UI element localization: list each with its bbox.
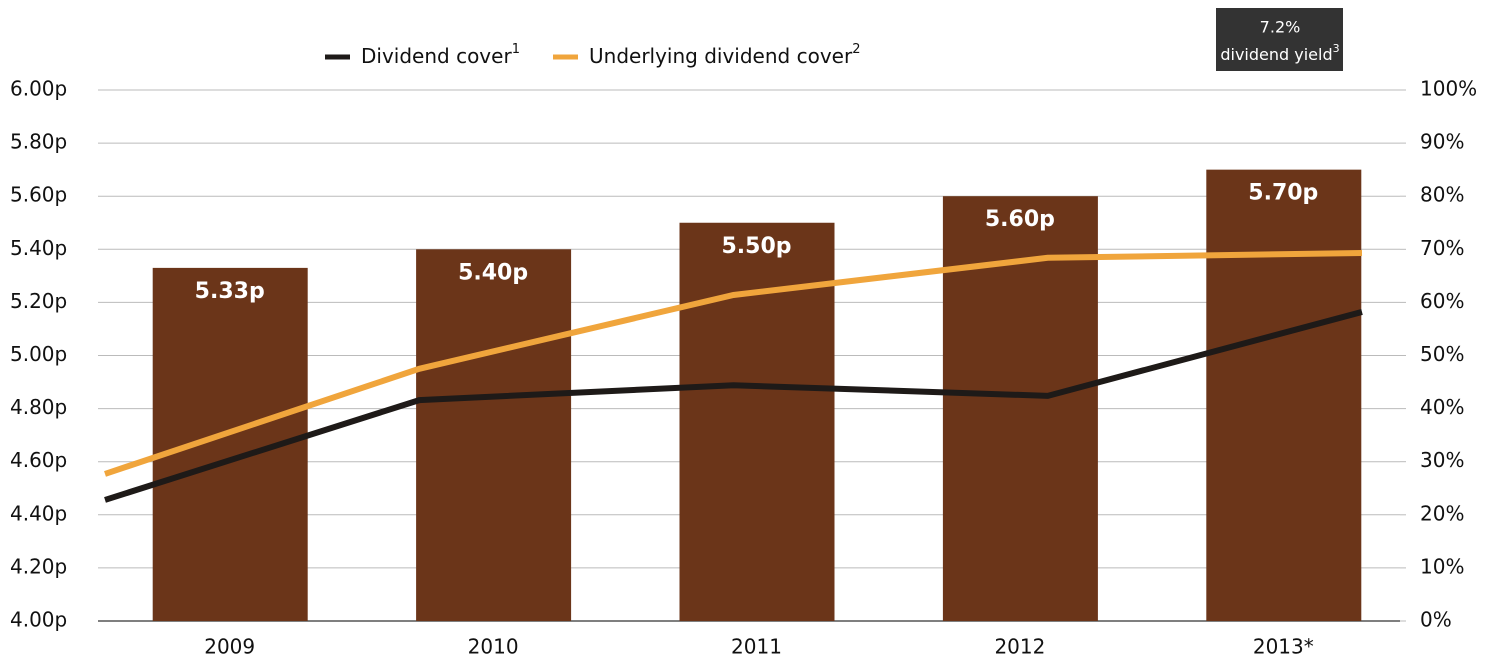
value-label: 5.40p bbox=[458, 260, 528, 285]
y2-tick-label: 10% bbox=[1420, 554, 1464, 578]
y-tick-label: 4.60p bbox=[10, 448, 67, 472]
value-label: 5.60p bbox=[985, 207, 1055, 232]
bar bbox=[416, 249, 572, 622]
y2-tick-label: 0% bbox=[1420, 608, 1452, 632]
legend-label: Underlying dividend cover2 bbox=[589, 42, 860, 68]
annotation-footnote: 3 bbox=[1333, 42, 1340, 55]
y-tick-label: 5.20p bbox=[10, 289, 67, 313]
y2-tick-label: 70% bbox=[1420, 236, 1464, 260]
bar bbox=[1206, 169, 1362, 621]
y-tick-label: 4.00p bbox=[10, 608, 67, 632]
y-tick-label: 5.00p bbox=[10, 342, 67, 366]
value-label: 5.50p bbox=[721, 234, 791, 259]
y-tick-label: 4.80p bbox=[10, 395, 67, 419]
x-tick-label: 2013* bbox=[1253, 635, 1314, 659]
legend-footnote: 2 bbox=[852, 42, 860, 57]
x-tick-label: 2009 bbox=[204, 635, 255, 659]
legend-name: Dividend cover bbox=[361, 44, 512, 68]
x-tick-label: 2010 bbox=[468, 635, 519, 659]
y-tick-label: 5.60p bbox=[10, 183, 67, 207]
y2-tick-label: 20% bbox=[1420, 501, 1464, 525]
annotation-label: dividend yield bbox=[1220, 45, 1332, 64]
value-label: 5.70p bbox=[1248, 181, 1318, 206]
y2-tick-label: 60% bbox=[1420, 289, 1464, 313]
series-line bbox=[104, 309, 1363, 503]
legend-footnote: 1 bbox=[512, 42, 520, 57]
value-label: 5.33p bbox=[195, 279, 265, 304]
y-tick-label: 4.20p bbox=[10, 554, 67, 578]
y-tick-label: 5.80p bbox=[10, 130, 67, 154]
legend-name: Underlying dividend cover bbox=[589, 44, 853, 68]
bar bbox=[679, 222, 835, 621]
y2-tick-label: 100% bbox=[1420, 77, 1477, 101]
y2-tick-label: 80% bbox=[1420, 183, 1464, 207]
y2-tick-label: 50% bbox=[1420, 342, 1464, 366]
y2-tick-label: 90% bbox=[1420, 130, 1464, 154]
series-line bbox=[104, 250, 1363, 477]
y2-tick-label: 40% bbox=[1420, 395, 1464, 419]
y2-tick-label: 30% bbox=[1420, 448, 1464, 472]
annotation-value: 7.2% bbox=[1260, 18, 1301, 37]
y-tick-label: 5.40p bbox=[10, 236, 67, 260]
x-tick-label: 2011 bbox=[731, 635, 782, 659]
y-tick-label: 6.00p bbox=[10, 77, 67, 101]
legend-label: Dividend cover1 bbox=[361, 42, 520, 68]
x-tick-label: 2012 bbox=[994, 635, 1045, 659]
annotation-text: dividend yield3 bbox=[1220, 42, 1339, 64]
annotation-box bbox=[1216, 8, 1343, 71]
y-tick-label: 4.40p bbox=[10, 501, 67, 525]
